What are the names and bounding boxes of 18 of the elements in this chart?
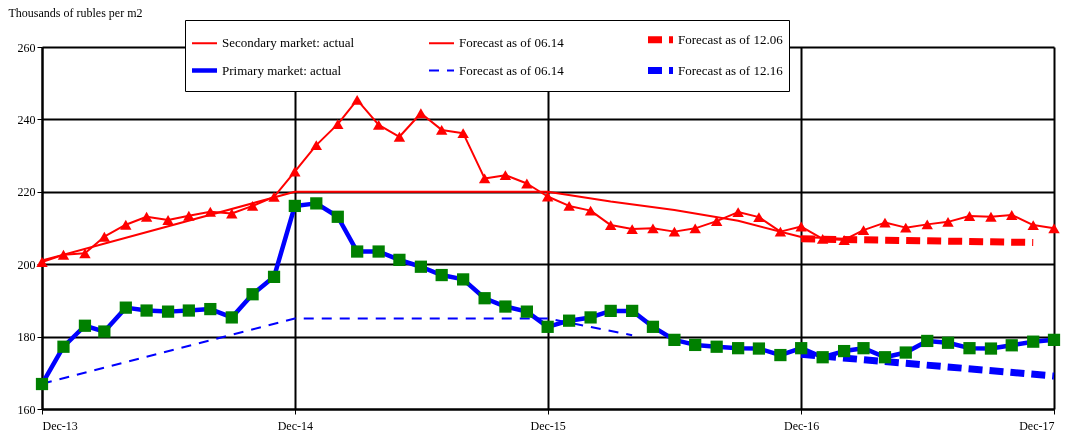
y-tick-label: 220 (17, 185, 36, 200)
x-tick-label: Dec-13 (42, 418, 78, 433)
legend-label: Primary market: actual (222, 62, 342, 78)
y-tick-label: 200 (17, 257, 36, 272)
legend-label: Secondary market: actual (222, 35, 355, 51)
x-tick-label: Dec-15 (530, 418, 566, 433)
y-axis-title: Thousands of rubles per m2 (8, 5, 143, 20)
y-tick-label: 160 (17, 402, 36, 417)
y-tick-label: 260 (17, 40, 36, 55)
legend-label: Forecast as of 06.14 (459, 35, 565, 51)
y-tick-label: 180 (17, 330, 36, 345)
legend-label: Forecast as of 12.16 (678, 62, 784, 78)
x-tick-label: Dec-14 (277, 418, 313, 433)
x-tick-label: Dec-16 (784, 418, 820, 433)
y-tick-label: 240 (17, 112, 36, 127)
legend-label: Forecast as of 12.06 (678, 31, 784, 47)
legend-label: Forecast as of 06.14 (459, 62, 565, 78)
x-tick-label: Dec-17 (1019, 418, 1055, 433)
